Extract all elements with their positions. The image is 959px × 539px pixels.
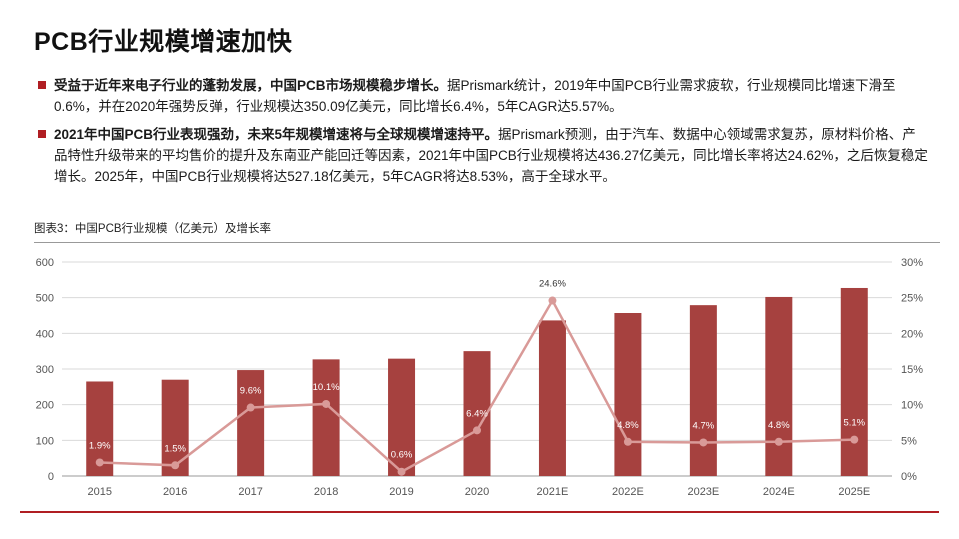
growth-point [548, 296, 557, 305]
y-left-tick-label: 600 [36, 257, 54, 269]
footer-rule [20, 511, 939, 513]
caption-divider [34, 242, 940, 243]
bullet-square-icon [38, 81, 46, 89]
bar [614, 313, 642, 476]
bar [312, 359, 340, 476]
growth-point [473, 426, 481, 435]
growth-data-label: 24.6% [539, 279, 566, 290]
growth-point [95, 458, 104, 467]
y-right-tick-label: 0% [901, 471, 917, 483]
y-right-tick-label: 30% [901, 257, 923, 269]
growth-data-label: 10.1% [313, 382, 340, 393]
bullet-text: 据Prismark统计，2019年中国PCB行业需求疲软，行业规模同比增速下滑至… [54, 78, 896, 114]
y-right-tick-label: 5% [901, 435, 917, 447]
bullet-bold-lead: 2021年中国PCB行业表现强劲，未来5年规模增速将与全球规模增速持平。 [54, 127, 499, 142]
bar [237, 370, 265, 476]
growth-point [623, 437, 632, 446]
x-tick-label: 2019 [389, 486, 413, 498]
x-tick-label: 2020 [465, 486, 489, 498]
x-tick-label: 2023E [687, 486, 719, 498]
x-tick-label: 2015 [87, 486, 111, 498]
growth-data-label: 0.6% [391, 450, 413, 461]
bar [765, 296, 793, 476]
bar [538, 320, 566, 476]
y-right-tick-label: 15% [901, 364, 923, 376]
growth-point [397, 467, 406, 476]
y-right-tick-label: 10% [901, 400, 923, 412]
bar [840, 287, 868, 476]
growth-data-label: 9.6% [240, 386, 262, 397]
growth-point [322, 399, 331, 408]
growth-point [171, 461, 180, 470]
growth-point [699, 438, 708, 447]
growth-point [774, 437, 783, 446]
y-right-tick-label: 25% [901, 293, 923, 305]
growth-point [246, 403, 255, 412]
figure-caption: 图表3：中国PCB行业规模（亿美元）及增长率 [34, 223, 272, 235]
bullet-text: 据Prismark预测，由于汽车、数据中心领域需求复苏，原材料价格、产品特性升级… [54, 127, 928, 184]
x-tick-label: 2016 [163, 486, 187, 498]
bullet-square-icon [38, 130, 46, 138]
bar [689, 305, 717, 476]
y-left-tick-label: 100 [36, 435, 54, 447]
y-right-tick-label: 20% [901, 328, 923, 340]
page-title: PCB行业规模增速加快 [34, 28, 293, 56]
growth-data-label: 1.9% [89, 440, 111, 451]
growth-data-label: 4.8% [768, 420, 790, 431]
growth-data-label: 4.7% [693, 420, 715, 431]
y-left-tick-label: 0 [48, 471, 54, 483]
y-left-tick-label: 300 [36, 364, 54, 376]
y-left-tick-label: 200 [36, 400, 54, 412]
x-tick-label: 2024E [763, 486, 795, 498]
x-tick-label: 2025E [838, 486, 870, 498]
growth-data-label: 6.4% [466, 408, 488, 419]
x-tick-label: 2022E [612, 486, 644, 498]
bullet-item: 2021年中国PCB行业表现强劲，未来5年规模增速将与全球规模增速持平。据Pri… [38, 124, 928, 187]
x-tick-label: 2021E [537, 486, 569, 498]
growth-data-label: 5.1% [843, 418, 865, 429]
bar [388, 358, 416, 476]
x-tick-label: 2017 [238, 486, 262, 498]
y-left-tick-label: 500 [36, 293, 54, 305]
x-tick-label: 2018 [314, 486, 338, 498]
growth-data-label: 1.5% [164, 443, 186, 454]
bullet-bold-lead: 受益于近年来电子行业的蓬勃发展，中国PCB市场规模稳步增长。 [54, 78, 448, 93]
bullet-item: 受益于近年来电子行业的蓬勃发展，中国PCB市场规模稳步增长。据Prismark统… [38, 75, 928, 117]
growth-data-label: 4.8% [617, 420, 639, 431]
growth-point [850, 435, 859, 444]
bullet-list: 受益于近年来电子行业的蓬勃发展，中国PCB市场规模稳步增长。据Prismark统… [38, 75, 928, 194]
y-left-tick-label: 400 [36, 328, 54, 340]
